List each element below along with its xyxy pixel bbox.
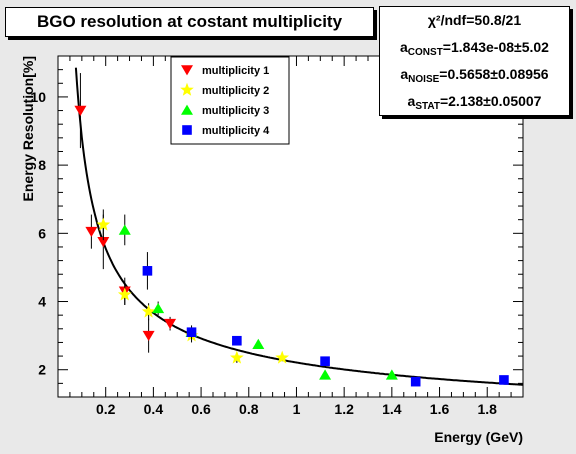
data-point [275, 350, 289, 364]
legend-marker [181, 65, 193, 76]
legend: multiplicity 1 multiplicity 2 multiplicity… [170, 56, 290, 145]
data-point [142, 266, 153, 276]
x-tick-label: 0.4 [144, 401, 164, 417]
legend-marker [181, 104, 193, 115]
data-point [97, 237, 110, 248]
legend-marker [182, 125, 192, 135]
data-point [232, 335, 242, 346]
chi2-label: χ²/ndf [427, 12, 467, 28]
data-point [74, 105, 87, 116]
data-point [164, 318, 177, 330]
const-sub: CONST [407, 47, 443, 58]
x-tick-label: 1.2 [334, 401, 354, 417]
fit-stats-box: χ²/ndf=50.8/21 aCONST=1.843e-08±5.02 aNO… [379, 6, 570, 116]
x-tick-label: 1.8 [477, 401, 497, 417]
data-point [141, 304, 156, 318]
x-tick-label: 0.2 [96, 401, 116, 417]
data-point [118, 224, 131, 235]
legend-label: multiplicity 3 [202, 105, 269, 117]
data-point [152, 302, 165, 314]
data-point [319, 369, 332, 380]
stats-const: aCONST=1.843e-08±5.02 [400, 39, 549, 58]
data-point [85, 226, 98, 238]
x-axis-label: Energy (GeV) [434, 429, 523, 445]
x-tick-label: 0.6 [191, 401, 211, 417]
stats-chi2: χ²/ndf=50.8/21 [427, 12, 522, 28]
legend-label: multiplicity 4 [202, 125, 270, 137]
data-point [117, 287, 132, 301]
x-tick-label: 1.4 [382, 401, 402, 417]
data-point [385, 369, 398, 380]
stat-label: a [407, 93, 416, 109]
data-point [499, 375, 509, 385]
const-label: a [400, 39, 408, 55]
legend-label: multiplicity 2 [202, 85, 269, 97]
noise-label: a [400, 66, 409, 82]
data-point [252, 338, 265, 349]
x-tick-label: 1 [293, 401, 301, 417]
y-tick-label: 10 [30, 89, 46, 105]
y-tick-label: 6 [38, 225, 46, 241]
y-tick-label: 8 [38, 157, 46, 173]
data-point [142, 330, 155, 342]
noise-value: 0.5658±0.08956 [447, 66, 549, 82]
data-point [186, 327, 197, 338]
chart-title: BGO resolution at costant multiplicity [5, 7, 374, 37]
y-tick-label: 2 [38, 362, 46, 378]
data-point [96, 217, 111, 231]
y-axis-label: Energy Resolution[%] [20, 56, 36, 201]
chi2-value: 50.8/21 [474, 12, 522, 28]
stats-stat: aSTAT=2.138±0.05007 [407, 93, 542, 112]
stat-value: 2.138±0.05007 [448, 93, 542, 109]
series-4 [142, 252, 509, 387]
data-point [410, 376, 421, 387]
const-value: 1.843e-08±5.02 [450, 39, 549, 55]
x-tick-label: 1.6 [430, 401, 450, 417]
stat-sub: STAT [415, 101, 440, 112]
legend-marker [180, 82, 194, 96]
noise-sub: NOISE [408, 74, 440, 85]
data-point [230, 350, 244, 364]
y-tick-label: 4 [38, 294, 46, 310]
x-tick-label: 0.8 [239, 401, 259, 417]
stats-noise: aNOISE=0.5658±0.08956 [400, 66, 549, 85]
data-point [320, 356, 330, 366]
legend-label: multiplicity 1 [202, 65, 269, 77]
